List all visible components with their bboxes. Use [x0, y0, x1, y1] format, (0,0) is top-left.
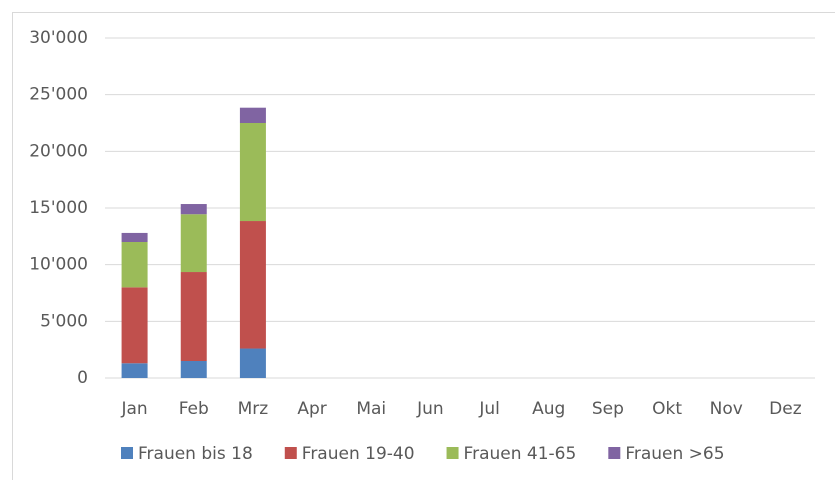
x-tick-label: Jan — [120, 399, 147, 419]
legend-label: Frauen bis 18 — [138, 444, 253, 464]
y-tick-label: 25'000 — [29, 85, 88, 105]
bar-segment — [239, 221, 266, 349]
bar-segment — [239, 348, 266, 378]
y-tick-label: 5'000 — [40, 311, 88, 331]
x-tick-label: Feb — [179, 399, 209, 419]
bar-segment — [180, 272, 207, 361]
y-tick-label: 0 — [77, 368, 88, 388]
y-tick-label: 30'000 — [29, 28, 88, 48]
x-tick-label: Mrz — [238, 399, 269, 419]
chart-frame — [12, 12, 835, 480]
x-tick-label: Aug — [532, 399, 565, 419]
bar-segment — [239, 107, 266, 123]
bar-segment — [180, 361, 207, 378]
bar-segment — [121, 242, 148, 288]
bar-segment — [180, 204, 207, 215]
legend-swatch — [284, 447, 297, 459]
x-tick-label: Dez — [769, 399, 802, 419]
legend-swatch — [121, 447, 133, 459]
legend-label: Frauen >65 — [625, 444, 724, 464]
x-tick-label: Apr — [297, 399, 326, 419]
bar-segment — [239, 123, 266, 222]
bar-segment — [180, 214, 207, 273]
legend-label: Frauen 41-65 — [464, 444, 577, 464]
x-tick-label: Okt — [652, 399, 682, 419]
y-tick-label: 15'000 — [29, 198, 88, 218]
bar-segment — [121, 287, 148, 364]
x-tick-label: Mai — [356, 399, 386, 419]
legend-label: Frauen 19-40 — [302, 444, 415, 464]
x-tick-label: Jul — [478, 399, 500, 419]
x-tick-label: Jun — [416, 399, 444, 419]
y-tick-label: 20'000 — [29, 141, 88, 161]
x-tick-label: Nov — [710, 399, 743, 419]
x-tick-label: Sep — [592, 399, 624, 419]
bar-segment — [121, 232, 148, 242]
bar-segment — [121, 363, 148, 378]
legend-swatch — [446, 447, 459, 459]
legend-swatch — [608, 447, 621, 459]
y-tick-label: 10'000 — [29, 255, 88, 275]
